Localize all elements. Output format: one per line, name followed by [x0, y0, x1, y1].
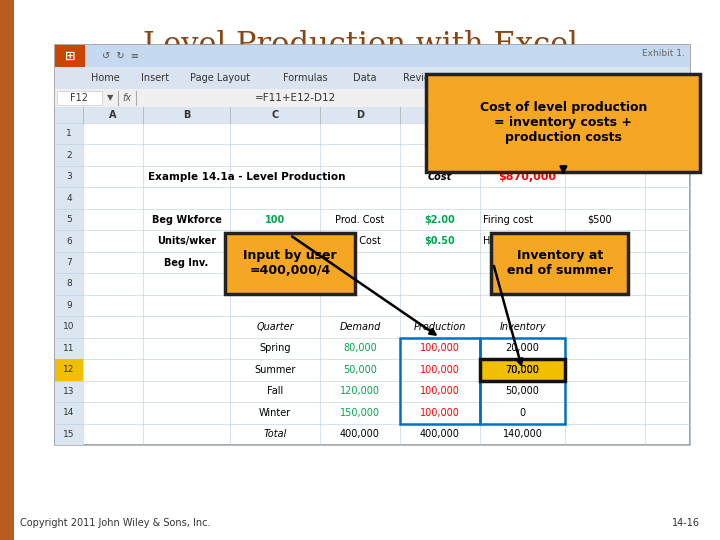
Text: 9: 9: [66, 301, 72, 310]
Text: Summer: Summer: [254, 365, 296, 375]
Text: F: F: [519, 110, 526, 120]
Text: Cost: Cost: [428, 172, 452, 181]
Text: Insert: Insert: [141, 73, 169, 83]
Text: D: D: [356, 110, 364, 120]
Text: Prod. Cost: Prod. Cost: [336, 214, 384, 225]
Text: 400,000: 400,000: [340, 429, 380, 439]
Text: 7: 7: [66, 258, 72, 267]
Text: =F11+E12-D12: =F11+E12-D12: [255, 93, 336, 103]
Text: 100,000: 100,000: [420, 386, 460, 396]
Text: ⊞: ⊞: [65, 50, 76, 63]
Text: Units/wker: Units/wker: [157, 236, 216, 246]
Text: $0.50: $0.50: [425, 236, 455, 246]
FancyBboxPatch shape: [57, 91, 102, 105]
FancyBboxPatch shape: [480, 359, 565, 381]
Text: Copyright 2011 John Wiley & Sons, Inc.: Copyright 2011 John Wiley & Sons, Inc.: [20, 518, 210, 528]
FancyBboxPatch shape: [0, 0, 14, 540]
Text: 15: 15: [63, 430, 75, 439]
Text: 70,000: 70,000: [505, 365, 539, 375]
Text: 10: 10: [63, 322, 75, 332]
Text: E: E: [437, 110, 444, 120]
Text: Beg Wkforce: Beg Wkforce: [152, 214, 222, 225]
Text: 11: 11: [63, 344, 75, 353]
Text: Fall: Fall: [267, 386, 283, 396]
FancyBboxPatch shape: [55, 67, 690, 89]
Text: Production: Production: [414, 322, 466, 332]
Text: 2: 2: [66, 151, 72, 160]
Text: 140,000: 140,000: [503, 429, 542, 439]
Text: C: C: [271, 110, 279, 120]
Text: 4: 4: [66, 194, 72, 202]
Text: Hiring cost: Hiring cost: [483, 236, 536, 246]
Text: 0: 0: [519, 408, 526, 418]
Text: 150,000: 150,000: [340, 408, 380, 418]
Text: Beg Inv.: Beg Inv.: [164, 258, 209, 267]
Text: 3: 3: [66, 172, 72, 181]
Text: 20,000: 20,000: [505, 343, 539, 353]
FancyBboxPatch shape: [491, 233, 629, 294]
Text: 0: 0: [271, 258, 279, 267]
Text: Spring: Spring: [259, 343, 291, 353]
FancyBboxPatch shape: [55, 89, 690, 107]
Text: $100: $100: [588, 236, 612, 246]
Text: $870,000: $870,000: [498, 172, 557, 181]
Text: 50,000: 50,000: [343, 365, 377, 375]
Text: Firing cost: Firing cost: [483, 214, 533, 225]
Text: Input by user
=400,000/4: Input by user =400,000/4: [243, 249, 337, 277]
FancyBboxPatch shape: [55, 123, 83, 445]
Text: Inventory at
end of summer: Inventory at end of summer: [507, 249, 613, 277]
FancyBboxPatch shape: [55, 107, 690, 123]
Text: Demand: Demand: [339, 322, 381, 332]
Text: 14: 14: [63, 408, 75, 417]
Text: 100,000: 100,000: [420, 343, 460, 353]
Text: B: B: [183, 110, 190, 120]
Text: A: A: [109, 110, 117, 120]
Text: 100,000: 100,000: [420, 408, 460, 418]
Text: Data: Data: [354, 73, 377, 83]
Text: $500: $500: [588, 214, 612, 225]
Text: 100: 100: [265, 214, 285, 225]
Text: Review: Review: [402, 73, 438, 83]
Text: 80,000: 80,000: [343, 343, 377, 353]
Text: Inventory: Inventory: [499, 322, 546, 332]
Text: ▼: ▼: [107, 93, 113, 103]
FancyBboxPatch shape: [225, 233, 355, 294]
Text: Level Production with Excel: Level Production with Excel: [143, 30, 577, 61]
Text: 120,000: 120,000: [340, 386, 380, 396]
Text: Exhibit 1.: Exhibit 1.: [642, 49, 685, 57]
Text: 50,000: 50,000: [505, 386, 539, 396]
Text: Formulas: Formulas: [283, 73, 328, 83]
Text: $2.00: $2.00: [425, 214, 455, 225]
Text: fx: fx: [122, 93, 132, 103]
Text: Inv. Cost: Inv. Cost: [339, 236, 381, 246]
Text: 70,000: 70,000: [505, 365, 539, 375]
Text: Quarter: Quarter: [256, 322, 294, 332]
FancyBboxPatch shape: [426, 73, 701, 172]
Text: 13: 13: [63, 387, 75, 396]
Text: G: G: [601, 110, 609, 120]
FancyBboxPatch shape: [55, 45, 690, 445]
Text: 400,000: 400,000: [420, 429, 460, 439]
FancyBboxPatch shape: [55, 45, 85, 67]
Text: 1: 1: [66, 129, 72, 138]
Text: 6: 6: [66, 237, 72, 246]
FancyBboxPatch shape: [55, 359, 83, 381]
Text: 100,000: 100,000: [420, 365, 460, 375]
Text: 12: 12: [63, 366, 75, 374]
Text: 14-16: 14-16: [672, 518, 700, 528]
Text: Total: Total: [264, 429, 287, 439]
Text: Page Layout: Page Layout: [190, 73, 250, 83]
Text: F12: F12: [70, 93, 88, 103]
Text: Example 14.1a - Level Production: Example 14.1a - Level Production: [148, 172, 346, 181]
FancyBboxPatch shape: [55, 45, 690, 67]
Text: 5: 5: [66, 215, 72, 224]
Text: ↺  ↻  ≡: ↺ ↻ ≡: [102, 51, 138, 61]
Text: 1000: 1000: [261, 236, 289, 246]
Text: 8: 8: [66, 280, 72, 288]
Text: Cost of level production
= inventory costs +
production costs: Cost of level production = inventory cos…: [480, 102, 647, 144]
Text: Home: Home: [91, 73, 120, 83]
Text: Winter: Winter: [259, 408, 291, 418]
